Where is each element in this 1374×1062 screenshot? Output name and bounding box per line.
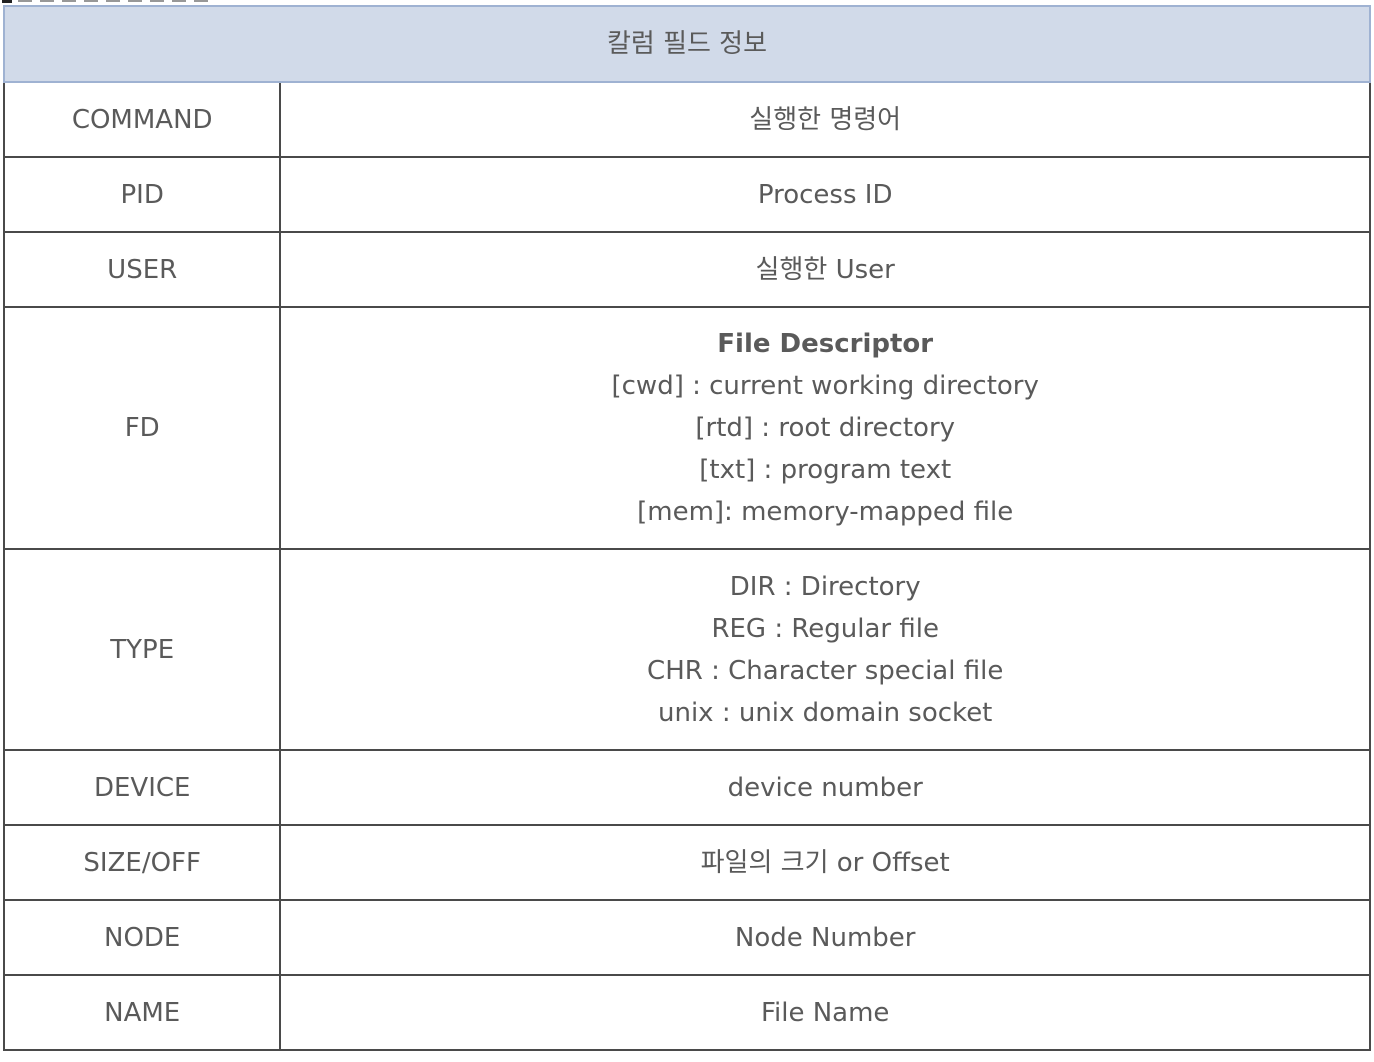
table-row: SIZE/OFF 파일의 크기 or Offset <box>2 824 1371 901</box>
table-row: USER 실행한 User <box>2 231 1371 308</box>
field-key: TYPE <box>2 548 282 751</box>
field-description: DIR : Directory REG : Regular file CHR :… <box>279 548 1371 751</box>
field-key: NODE <box>2 899 282 976</box>
table-row: FD File Descriptor [cwd] : current worki… <box>2 306 1371 550</box>
table-row: TYPE DIR : Directory REG : Regular file … <box>2 548 1371 751</box>
table-row: NODE Node Number <box>2 899 1371 976</box>
table-row: COMMAND 실행한 명령어 <box>2 81 1371 158</box>
field-key: NAME <box>2 974 282 1051</box>
column-field-table: 칼럼 필드 정보 COMMAND 실행한 명령어 PID Process ID … <box>2 5 1371 1051</box>
cropped-heading-text <box>18 0 208 2</box>
table-row: NAME File Name <box>2 974 1371 1051</box>
field-key: FD <box>2 306 282 550</box>
bullet-mark <box>2 0 12 3</box>
type-line: unix : unix domain socket <box>657 697 993 728</box>
type-line: REG : Regular file <box>711 613 939 644</box>
field-description: device number <box>279 749 1371 826</box>
field-description: File Name <box>279 974 1371 1051</box>
field-description: Node Number <box>279 899 1371 976</box>
field-key: USER <box>2 231 282 308</box>
field-key: DEVICE <box>2 749 282 826</box>
field-description: 실행한 명령어 <box>279 81 1371 158</box>
field-description: 실행한 User <box>279 231 1371 308</box>
type-line: DIR : Directory <box>729 571 921 602</box>
field-key: COMMAND <box>2 81 282 158</box>
field-description: 파일의 크기 or Offset <box>279 824 1371 901</box>
fd-title: File Descriptor <box>717 329 934 359</box>
type-line: CHR : Character special file <box>647 655 1004 686</box>
fd-line: [cwd] : current working directory <box>611 371 1039 401</box>
field-key: PID <box>2 156 282 233</box>
field-description: Process ID <box>279 156 1371 233</box>
table-row: DEVICE device number <box>2 749 1371 826</box>
table-header: 칼럼 필드 정보 <box>3 5 1371 83</box>
fd-line: [rtd] : root directory <box>695 413 956 443</box>
cropped-heading-fragment <box>0 0 1374 5</box>
field-key: SIZE/OFF <box>2 824 282 901</box>
field-description: File Descriptor [cwd] : current working … <box>279 306 1371 550</box>
table-row: PID Process ID <box>2 156 1371 233</box>
fd-line: [mem]: memory-mapped file <box>637 497 1014 527</box>
fd-line: [txt] : program text <box>699 455 952 485</box>
